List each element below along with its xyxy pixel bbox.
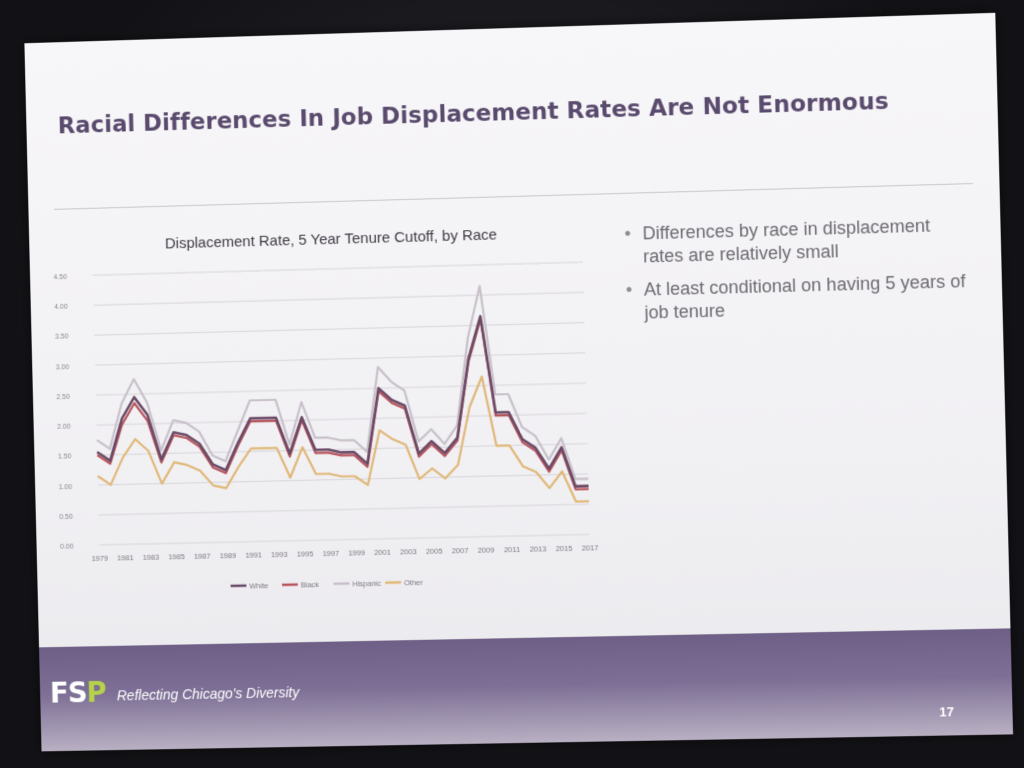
gridline: [95, 353, 585, 365]
x-tick-label: 1995: [297, 549, 314, 558]
y-tick-label: 1.50: [58, 454, 72, 461]
x-tick-label: 2001: [374, 548, 391, 557]
x-tick-label: 1983: [143, 553, 160, 562]
gridline: [94, 323, 584, 336]
page-number: 17: [939, 704, 954, 719]
x-tick-label: 2009: [478, 545, 495, 554]
slide-footer: FSP Reflecting Chicago's Diversity 17: [39, 628, 1013, 751]
gridline: [96, 383, 586, 395]
x-tick-label: 1997: [322, 549, 339, 558]
series-line-white: [94, 314, 588, 497]
gridline: [94, 292, 584, 305]
presentation-slide: Racial Differences In Job Displacement R…: [24, 13, 1013, 752]
gridline: [99, 534, 589, 545]
y-tick-label: 3.50: [55, 334, 69, 341]
x-tick-label: 2015: [556, 544, 573, 553]
x-tick-label: 1989: [220, 551, 237, 560]
series-line-hispanic: [93, 283, 588, 490]
x-tick-label: 2003: [400, 547, 417, 556]
fsp-logo: FSP: [50, 676, 107, 710]
footer-tagline: Reflecting Chicago's Diversity: [117, 684, 300, 703]
bullet-dot-icon: •: [624, 223, 631, 246]
bullet-text: Differences by race in displacement rate…: [642, 216, 930, 267]
legend-label: White: [249, 581, 268, 590]
x-tick-label: 1991: [245, 550, 262, 559]
bullet-dot-icon: •: [626, 279, 633, 302]
legend-label: Hispanic: [352, 579, 381, 589]
bullet-item: • Differences by race in displacement rat…: [624, 213, 969, 269]
title-divider: [54, 183, 973, 210]
y-tick-label: 0.00: [60, 544, 74, 551]
chart-title: Displacement Rate, 5 Year Tenure Cutoff,…: [165, 226, 497, 252]
x-tick-label: 1987: [194, 551, 211, 560]
slide-title: Racial Differences In Job Displacement R…: [58, 89, 889, 140]
gridline: [99, 504, 589, 515]
y-tick-label: 1.00: [59, 484, 73, 491]
x-tick-label: 2013: [530, 544, 547, 553]
x-tick-label: 1993: [271, 550, 288, 559]
bullet-text: At least conditional on having 5 years o…: [644, 271, 966, 323]
y-tick-label: 0.50: [59, 514, 73, 521]
y-tick-label: 4.00: [54, 304, 68, 311]
chart-container: Displacement Rate, 5 Year Tenure Cutoff,…: [47, 218, 612, 610]
bullet-item: • At least conditional on having 5 years …: [626, 270, 971, 325]
x-tick-label: 2007: [452, 546, 469, 555]
x-tick-label: 1985: [168, 552, 185, 561]
line-chart: 0.00 0.50 1.00 1.50 2.00 2.50 3.00 3.50 4.00 4.50…: [47, 248, 611, 600]
bullet-list: • Differences by race in displacement rat…: [624, 213, 970, 335]
legend-label: Black: [301, 580, 320, 589]
logo-letter-p: P: [86, 676, 106, 709]
legend-label: Other: [404, 578, 423, 587]
x-tick-label: 2005: [426, 547, 443, 556]
x-tick-label: 2011: [504, 545, 520, 554]
x-tick-label: 2017: [582, 543, 599, 552]
y-tick-label: 2.00: [57, 424, 71, 431]
y-tick-label: 4.50: [54, 274, 68, 281]
x-tick-label: 1981: [117, 553, 134, 562]
x-tick-label: 1979: [91, 554, 108, 563]
gridline: [93, 262, 583, 275]
y-tick-label: 2.50: [56, 394, 70, 401]
y-tick-label: 3.00: [56, 364, 70, 371]
x-tick-label: 1999: [348, 548, 365, 557]
logo-letters: FS: [50, 676, 87, 709]
